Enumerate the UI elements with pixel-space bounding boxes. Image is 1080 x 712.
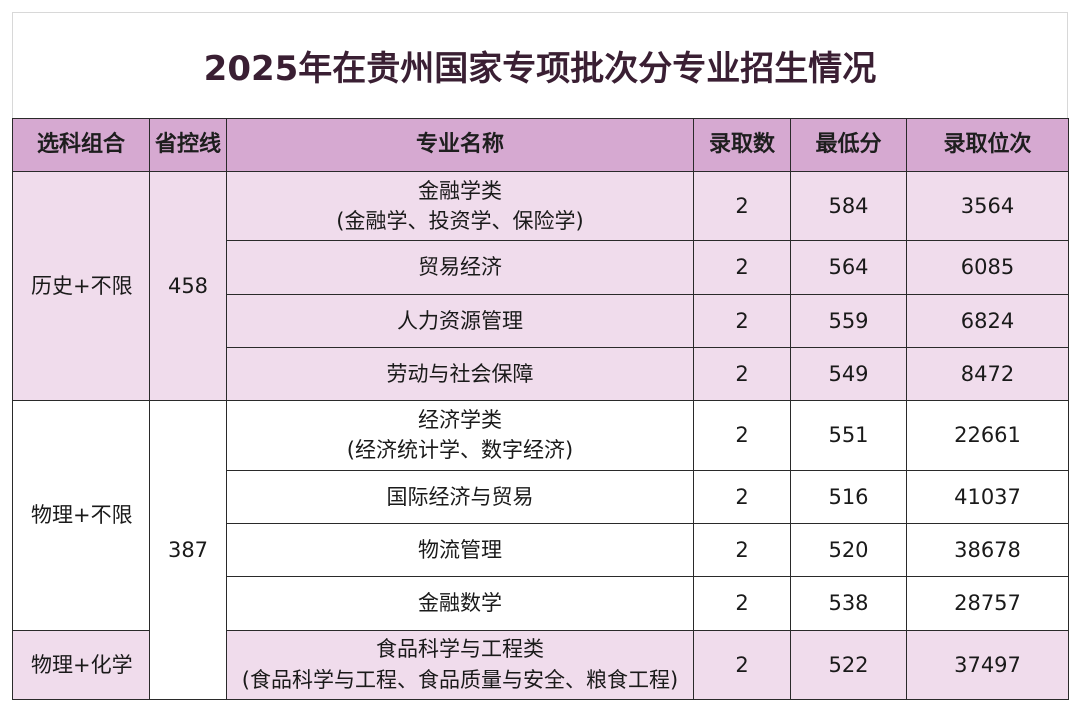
header-major: 专业名称 <box>226 118 694 172</box>
subject-cell: 物理+化学 <box>12 629 150 701</box>
rank-cell: 6824 <box>906 293 1069 348</box>
major-cell: 经济学类 (经济统计学、数字经济) <box>226 400 694 471</box>
min-score-cell: 549 <box>790 346 907 402</box>
min-score-cell: 564 <box>790 240 907 295</box>
major-name: 经济学类 <box>418 408 502 433</box>
major-cell: 贸易经济 <box>226 240 694 295</box>
rank-cell: 8472 <box>906 346 1069 402</box>
rank-cell: 3564 <box>906 170 1069 242</box>
admitted-cell: 2 <box>693 400 791 471</box>
table-row: 物流管理 2 520 38678 <box>13 522 1069 578</box>
table-row: 人力资源管理 2 559 6824 <box>13 293 1069 348</box>
admitted-cell: 2 <box>693 576 791 631</box>
major-cell: 金融学类 (金融学、投资学、保险学) <box>226 170 694 242</box>
min-score-cell: 584 <box>790 170 907 242</box>
admitted-cell: 2 <box>693 240 791 295</box>
table-row: 劳动与社会保障 2 549 8472 <box>13 346 1069 402</box>
table-header-row: 选科组合 省控线 专业名称 录取数 最低分 录取位次 <box>12 118 1069 172</box>
major-detail: (经济统计学、数字经济) <box>346 438 574 463</box>
rank-cell: 22661 <box>906 400 1069 471</box>
table-row: 金融数学 2 538 28757 <box>13 576 1069 631</box>
rank-cell: 37497 <box>906 629 1069 701</box>
subject-cell: 物理+不限 <box>12 400 150 631</box>
major-name: 食品科学与工程类 <box>376 637 544 662</box>
min-score-cell: 538 <box>790 576 907 631</box>
min-score-cell: 520 <box>790 522 907 578</box>
header-rank: 录取位次 <box>906 118 1069 172</box>
header-min-score: 最低分 <box>790 118 907 172</box>
major-cell: 物流管理 <box>226 522 694 578</box>
min-score-cell: 559 <box>790 293 907 348</box>
table-row: 物理+不限 387 经济学类 (经济统计学、数字经济) 2 551 22661 <box>12 400 1069 700</box>
admitted-cell: 2 <box>693 170 791 242</box>
major-cell: 食品科学与工程类 (食品科学与工程、食品质量与安全、粮食工程) <box>226 629 694 701</box>
rank-cell: 6085 <box>906 240 1069 295</box>
min-score-cell: 551 <box>790 400 907 471</box>
control-line-cell: 458 <box>149 170 227 402</box>
min-score-cell: 522 <box>790 629 907 701</box>
major-cell: 国际经济与贸易 <box>226 469 694 524</box>
header-admitted: 录取数 <box>693 118 791 172</box>
major-detail: (金融学、投资学、保险学) <box>336 209 584 234</box>
header-control-line: 省控线 <box>149 118 227 172</box>
rank-cell: 28757 <box>906 576 1069 631</box>
rank-cell: 41037 <box>906 469 1069 524</box>
table-row: 历史+不限 458 金融学类 (金融学、投资学、保险学) 2 584 3564 <box>12 170 1069 402</box>
admitted-cell: 2 <box>693 629 791 701</box>
table-row: 贸易经济 2 564 6085 <box>13 240 1069 295</box>
admitted-cell: 2 <box>693 469 791 524</box>
major-name: 金融学类 <box>418 178 502 203</box>
header-subject: 选科组合 <box>12 118 150 172</box>
control-line-cell: 387 <box>149 400 227 700</box>
major-cell: 金融数学 <box>226 576 694 631</box>
subject-cell: 历史+不限 <box>12 170 150 402</box>
admission-table: 选科组合 省控线 专业名称 录取数 最低分 录取位次 历史+不限 458 金融学… <box>12 118 1069 701</box>
min-score-cell: 516 <box>790 469 907 524</box>
table-row: 国际经济与贸易 2 516 41037 <box>13 469 1069 524</box>
major-detail: (食品科学与工程、食品质量与安全、粮食工程) <box>241 667 679 692</box>
admitted-cell: 2 <box>693 293 791 348</box>
table-row: 物理+化学 食品科学与工程类 (食品科学与工程、食品质量与安全、粮食工程) 2 … <box>12 629 1069 701</box>
page-title: 2025年在贵州国家专项批次分专业招生情况 <box>203 48 877 89</box>
rank-cell: 38678 <box>906 522 1069 578</box>
major-cell: 劳动与社会保障 <box>226 346 694 402</box>
admitted-cell: 2 <box>693 346 791 402</box>
major-cell: 人力资源管理 <box>226 293 694 348</box>
admitted-cell: 2 <box>693 522 791 578</box>
